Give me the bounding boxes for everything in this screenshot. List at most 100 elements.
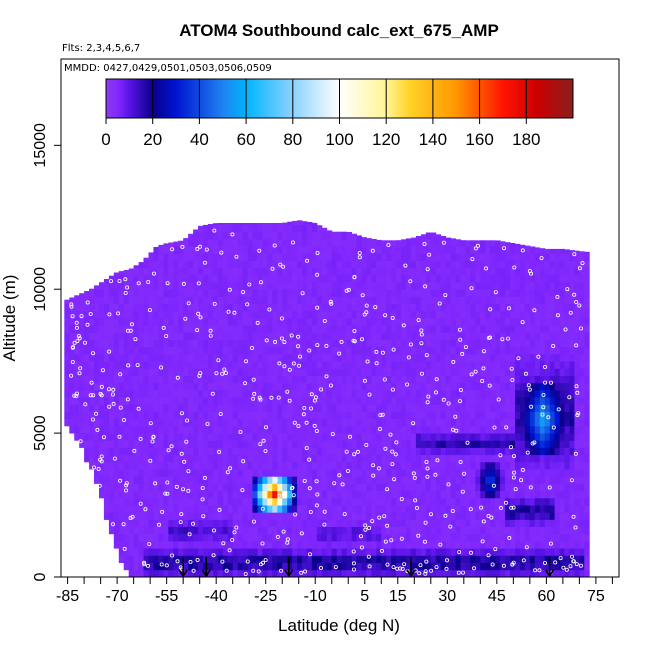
heatmap-cell	[252, 483, 258, 492]
heatmap-cell	[198, 562, 204, 571]
heatmap-cell	[252, 469, 258, 477]
heatmap-cell	[336, 505, 343, 513]
heatmap-cell	[242, 548, 248, 556]
heatmap-cell	[113, 289, 120, 297]
heatmap-cell	[217, 454, 224, 463]
heatmap-cell	[69, 375, 75, 384]
heatmap-cell	[123, 382, 130, 391]
heatmap-cell	[524, 289, 531, 297]
heatmap-cell	[346, 296, 352, 304]
heatmap-cell	[203, 361, 209, 369]
heatmap-cell	[396, 541, 402, 549]
heatmap-cell	[207, 303, 214, 312]
heatmap-cell	[173, 397, 179, 405]
heatmap-cell	[188, 354, 194, 362]
heatmap-cell	[193, 505, 199, 513]
heatmap-cell	[207, 519, 214, 527]
heatmap-cell	[376, 526, 382, 535]
heatmap-cell	[108, 505, 115, 513]
heatmap-cell	[173, 505, 179, 513]
heatmap-cell	[430, 490, 437, 499]
heatmap-cell	[455, 562, 461, 571]
heatmap-cell	[287, 541, 293, 549]
heatmap-cell	[519, 303, 526, 312]
heatmap-cell	[564, 361, 570, 369]
heatmap-cell	[475, 375, 481, 384]
heatmap-cell	[74, 433, 80, 441]
heatmap-cell	[455, 505, 461, 513]
heatmap-cell	[79, 303, 85, 312]
heatmap-cell	[406, 238, 412, 247]
heatmap-cell	[371, 505, 377, 513]
heatmap-cell	[346, 332, 352, 340]
heatmap-cell	[584, 483, 590, 492]
heatmap-cell	[227, 469, 234, 477]
heatmap-cell	[455, 289, 461, 297]
heatmap-cell	[524, 339, 531, 348]
heatmap-cell	[267, 274, 273, 283]
heatmap-cell	[188, 389, 194, 398]
heatmap-cell	[183, 483, 189, 492]
heatmap-cell	[411, 461, 417, 470]
heatmap-cell	[396, 548, 402, 556]
heatmap-cell	[465, 541, 471, 549]
heatmap-cell	[376, 289, 382, 297]
heatmap-cell	[371, 497, 377, 506]
heatmap-cell	[193, 469, 199, 477]
heatmap-cell	[415, 332, 422, 340]
heatmap-cell	[282, 483, 288, 492]
heatmap-cell	[183, 267, 189, 276]
heatmap-cell	[183, 526, 189, 535]
heatmap-cell	[331, 533, 338, 542]
heatmap-cell	[262, 497, 268, 506]
heatmap-cell	[133, 274, 139, 283]
heatmap-cell	[391, 303, 397, 312]
heatmap-cell	[257, 238, 263, 247]
heatmap-cell	[183, 440, 189, 448]
heatmap-cell	[495, 303, 501, 312]
heatmap-cell	[168, 325, 174, 333]
heatmap-cell	[123, 512, 130, 520]
heatmap-cell	[406, 289, 412, 297]
heatmap-cell	[515, 461, 521, 470]
heatmap-cell	[331, 461, 338, 470]
heatmap-cell	[351, 332, 357, 340]
heatmap-cell	[411, 310, 417, 319]
heatmap-cell	[510, 310, 516, 319]
heatmap-cell	[361, 346, 367, 355]
heatmap-cell	[559, 404, 565, 412]
heatmap-cell	[158, 476, 164, 484]
heatmap-cell	[282, 490, 288, 499]
heatmap-cell	[118, 346, 125, 355]
heatmap-cell	[123, 411, 130, 420]
heatmap-cell	[247, 332, 253, 340]
heatmap-cell	[529, 282, 536, 290]
sample-point	[347, 434, 352, 439]
heatmap-cell	[302, 461, 308, 470]
heatmap-cell	[217, 425, 224, 434]
heatmap-cell	[396, 339, 402, 348]
heatmap-cell	[94, 310, 100, 319]
heatmap-cell	[539, 447, 546, 456]
heatmap-cell	[519, 418, 526, 427]
heatmap-cell	[143, 361, 149, 369]
heatmap-cell	[554, 267, 560, 276]
heatmap-cell	[89, 375, 95, 384]
heatmap-cell	[153, 247, 159, 254]
heatmap-cell	[411, 519, 417, 527]
heatmap-cell	[292, 562, 298, 571]
heatmap-cell	[183, 303, 189, 312]
heatmap-cell	[475, 260, 481, 268]
heatmap-cell	[475, 246, 481, 254]
heatmap-cell	[396, 332, 402, 340]
heatmap-cell	[257, 490, 263, 499]
heatmap-cell	[470, 361, 476, 369]
heatmap-cell	[356, 303, 362, 312]
heatmap-cell	[455, 461, 461, 470]
heatmap-cell	[262, 339, 268, 348]
heatmap-cell	[490, 519, 496, 527]
heatmap-cell	[193, 490, 199, 499]
heatmap-cell	[505, 548, 511, 556]
heatmap-cell	[123, 296, 130, 304]
heatmap-cell	[534, 548, 541, 556]
